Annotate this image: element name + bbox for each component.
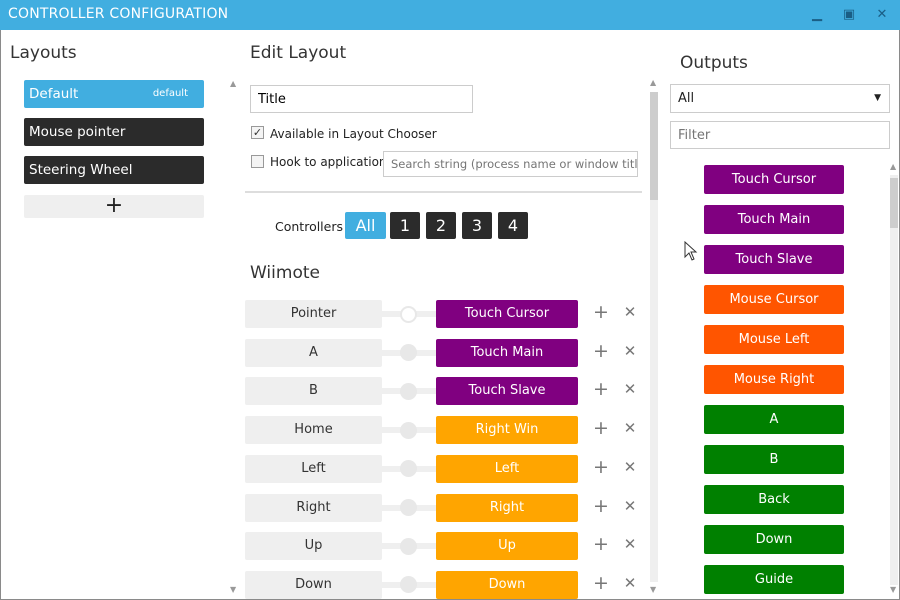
layouts-heading: Layouts bbox=[10, 43, 77, 63]
mapping-output[interactable]: Up bbox=[436, 532, 578, 561]
mapping-output[interactable]: Touch Main bbox=[436, 338, 578, 367]
mapping-input[interactable]: A bbox=[245, 338, 382, 367]
close-button[interactable]: ✕ bbox=[876, 7, 888, 22]
mapping-input[interactable]: Home bbox=[245, 416, 382, 445]
outputs-scroll-down[interactable]: ▼ bbox=[890, 585, 897, 594]
mouse-cursor-icon bbox=[684, 241, 698, 261]
edit-scrollbar-thumb[interactable] bbox=[650, 92, 658, 200]
add-icon[interactable]: + bbox=[593, 378, 609, 401]
default-badge: default bbox=[152, 88, 188, 99]
remove-icon[interactable]: ✕ bbox=[623, 341, 637, 360]
layout-item-steering-wheel[interactable]: Steering Wheel bbox=[24, 156, 204, 184]
remove-icon[interactable]: ✕ bbox=[623, 535, 637, 554]
edit-layout-heading: Edit Layout bbox=[250, 43, 347, 63]
mapping-knob[interactable] bbox=[400, 499, 417, 516]
output-item[interactable]: Mouse Right bbox=[704, 365, 844, 394]
output-filter-input[interactable] bbox=[670, 121, 890, 149]
layout-item-mouse-pointer[interactable]: Mouse pointer bbox=[24, 118, 204, 146]
controller-tab-3[interactable]: 3 bbox=[462, 212, 492, 239]
output-item[interactable]: Back bbox=[704, 485, 844, 514]
minimize-button[interactable]: ▁ bbox=[812, 7, 822, 22]
add-icon[interactable]: + bbox=[593, 301, 609, 323]
scroll-down-arrow[interactable]: ▼ bbox=[230, 585, 237, 594]
scroll-up-arrow[interactable]: ▲ bbox=[230, 79, 237, 88]
add-layout-button[interactable]: + bbox=[24, 195, 204, 218]
add-icon[interactable]: + bbox=[593, 533, 609, 556]
mapping-output[interactable]: Touch Slave bbox=[436, 377, 578, 406]
maximize-button[interactable]: ▣ bbox=[842, 7, 856, 22]
window-title: CONTROLLER CONFIGURATION bbox=[8, 6, 229, 22]
controller-tab-1[interactable]: 1 bbox=[390, 212, 420, 239]
output-item[interactable]: Guide bbox=[704, 565, 844, 594]
remove-icon[interactable]: ✕ bbox=[623, 457, 637, 476]
output-item[interactable]: Touch Main bbox=[704, 205, 844, 234]
mapping-input[interactable]: Up bbox=[245, 532, 382, 561]
mapping-output[interactable]: Right Win bbox=[436, 416, 578, 445]
output-item[interactable]: Mouse Left bbox=[704, 325, 844, 354]
mapping-output[interactable]: Right bbox=[436, 493, 578, 522]
mapping-knob[interactable] bbox=[400, 537, 417, 555]
outputs-scrollbar-thumb[interactable] bbox=[890, 178, 898, 228]
layout-item-default[interactable]: Default default bbox=[24, 80, 204, 108]
outputs-scrollbar[interactable] bbox=[890, 175, 898, 585]
add-icon[interactable]: + bbox=[593, 494, 609, 517]
mapping-knob[interactable] bbox=[400, 305, 417, 323]
mapping-knob[interactable] bbox=[400, 576, 417, 594]
controllers-label: Controllers bbox=[275, 219, 343, 234]
mapping-output[interactable]: Down bbox=[436, 570, 578, 599]
mapping-knob[interactable] bbox=[400, 460, 417, 478]
mapping-input[interactable]: Right bbox=[245, 493, 382, 522]
hook-checkbox[interactable] bbox=[251, 155, 264, 168]
remove-icon[interactable]: ✕ bbox=[623, 496, 637, 515]
controller-tab-4[interactable]: 4 bbox=[498, 212, 528, 239]
output-item[interactable]: B bbox=[704, 445, 844, 474]
remove-icon[interactable]: ✕ bbox=[623, 303, 637, 321]
outputs-heading: Outputs bbox=[680, 53, 748, 73]
mapping-output[interactable]: Left bbox=[436, 454, 578, 483]
edit-scrollbar[interactable] bbox=[650, 92, 658, 582]
mapping-knob[interactable] bbox=[400, 421, 417, 439]
chevron-down-icon: ▼ bbox=[874, 93, 881, 103]
divider bbox=[245, 191, 642, 193]
mapping-input[interactable]: Left bbox=[245, 454, 382, 483]
mapping-knob[interactable] bbox=[400, 382, 417, 400]
select-value: All bbox=[678, 91, 695, 106]
add-icon[interactable]: + bbox=[593, 571, 609, 594]
outputs-scroll-up[interactable]: ▲ bbox=[890, 162, 897, 171]
edit-scroll-up[interactable]: ▲ bbox=[650, 78, 657, 87]
add-icon[interactable]: + bbox=[593, 455, 609, 478]
output-item[interactable]: Touch Cursor bbox=[704, 165, 844, 194]
hook-search-input[interactable] bbox=[383, 151, 638, 177]
output-item[interactable]: Down bbox=[704, 525, 844, 554]
mapping-input[interactable]: Pointer bbox=[245, 300, 382, 328]
edit-scroll-down[interactable]: ▼ bbox=[650, 585, 657, 594]
remove-icon[interactable]: ✕ bbox=[623, 573, 637, 592]
hook-label: Hook to application bbox=[270, 155, 387, 169]
add-icon[interactable]: + bbox=[593, 417, 609, 440]
available-checkbox[interactable]: ✓ bbox=[251, 126, 264, 139]
remove-icon[interactable]: ✕ bbox=[623, 380, 637, 399]
output-item[interactable]: A bbox=[704, 405, 844, 434]
layout-label: Default bbox=[29, 86, 79, 102]
add-icon[interactable]: + bbox=[593, 339, 609, 362]
remove-icon[interactable]: ✕ bbox=[623, 419, 637, 438]
title-bar: CONTROLLER CONFIGURATION ▁ ▣ ✕ bbox=[0, 0, 900, 30]
output-item[interactable]: Touch Slave bbox=[704, 245, 844, 274]
mapping-output[interactable]: Touch Cursor bbox=[436, 300, 578, 328]
title-input[interactable] bbox=[250, 85, 473, 113]
controller-tab-2[interactable]: 2 bbox=[426, 212, 456, 239]
wiimote-heading: Wiimote bbox=[250, 263, 320, 283]
output-type-select[interactable]: All ▼ bbox=[670, 84, 890, 113]
controller-tab-all[interactable]: All bbox=[345, 212, 386, 239]
mapping-input[interactable]: B bbox=[245, 377, 382, 406]
output-item[interactable]: Mouse Cursor bbox=[704, 285, 844, 314]
mapping-knob[interactable] bbox=[400, 344, 417, 362]
available-label: Available in Layout Chooser bbox=[270, 127, 437, 141]
mapping-input[interactable]: Down bbox=[245, 570, 382, 599]
